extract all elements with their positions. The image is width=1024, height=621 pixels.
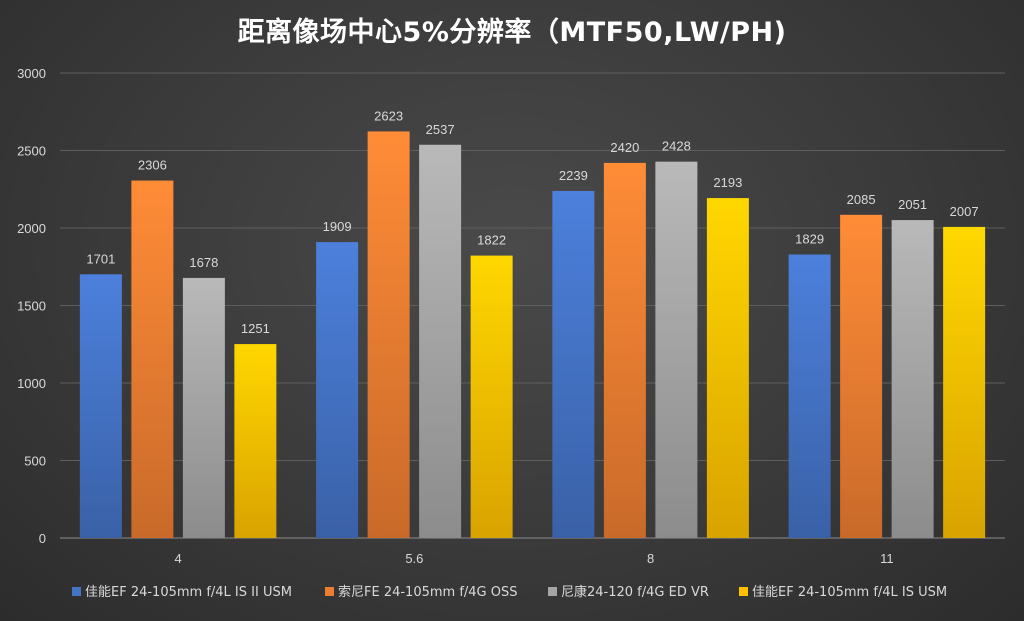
legend-label: 佳能EF 24-105mm f/4L IS USM [752, 585, 947, 600]
data-label: 2420 [610, 140, 639, 155]
legend-swatch [72, 587, 81, 596]
legend-label: 佳能EF 24-105mm f/4L IS II USM [85, 585, 292, 600]
x-tick-label: 8 [647, 551, 654, 566]
bar [552, 190, 595, 538]
chart-title: 距离像场中心5%分辨率（MTF50,LW/PH) [237, 17, 787, 48]
data-label: 2007 [950, 204, 979, 219]
bar [470, 255, 513, 538]
data-labels: 1701 2306 1678 1251 1909 2623 2537 1822 2239 2420… [86, 108, 978, 336]
data-label: 2193 [713, 175, 742, 190]
y-tick-label: 0 [39, 531, 46, 546]
x-tick-label: 11 [880, 551, 894, 566]
data-label: 2623 [374, 108, 403, 123]
bar [706, 198, 749, 538]
y-tick-label: 2500 [17, 144, 46, 159]
data-label: 2051 [898, 197, 927, 212]
y-tick-label: 1500 [17, 299, 46, 314]
bar [367, 131, 410, 538]
bar [131, 180, 174, 538]
data-label: 2428 [662, 139, 691, 154]
data-label: 2537 [426, 122, 455, 137]
legend-label: 尼康24-120 f/4G ED VR [561, 584, 709, 600]
data-label: 1822 [477, 233, 506, 248]
bar [891, 220, 934, 538]
y-axis-ticks: 0 500 1000 1500 2000 2500 3000 [17, 66, 46, 546]
data-label: 2085 [847, 192, 876, 207]
bar [182, 277, 225, 538]
y-tick-label: 1000 [17, 376, 46, 391]
legend-label: 索尼FE 24-105mm f/4G OSS [338, 585, 518, 600]
bar [943, 226, 986, 539]
legend-swatch [548, 587, 557, 596]
bar [655, 161, 698, 538]
y-tick-label: 2000 [17, 221, 46, 236]
data-label: 2306 [138, 158, 167, 173]
x-tick-label: 4 [175, 551, 182, 566]
legend: 佳能EF 24-105mm f/4L IS II USM 索尼FE 24-105m… [72, 584, 947, 600]
data-label: 2239 [559, 168, 588, 183]
x-tick-label: 5.6 [405, 551, 423, 566]
bar [840, 214, 883, 538]
data-label: 1701 [86, 251, 115, 266]
bar [788, 254, 831, 538]
bar [79, 274, 122, 538]
bars [79, 131, 986, 539]
data-label: 1909 [323, 219, 352, 234]
bar [603, 162, 646, 538]
data-label: 1678 [189, 255, 218, 270]
legend-swatch [739, 587, 748, 596]
legend-item: 尼康24-120 f/4G ED VR [548, 584, 709, 600]
bar [316, 242, 359, 539]
data-label: 1829 [795, 232, 824, 247]
y-tick-label: 3000 [17, 66, 46, 81]
legend-item: 佳能EF 24-105mm f/4L IS II USM [72, 585, 292, 600]
legend-swatch [325, 587, 334, 596]
legend-item: 索尼FE 24-105mm f/4G OSS [325, 585, 518, 600]
x-axis-ticks: 4 5.6 8 11 [175, 551, 894, 566]
y-tick-label: 500 [24, 454, 46, 469]
legend-item: 佳能EF 24-105mm f/4L IS USM [739, 585, 947, 600]
data-label: 1251 [241, 321, 270, 336]
bar [234, 344, 277, 538]
bar [419, 144, 462, 538]
